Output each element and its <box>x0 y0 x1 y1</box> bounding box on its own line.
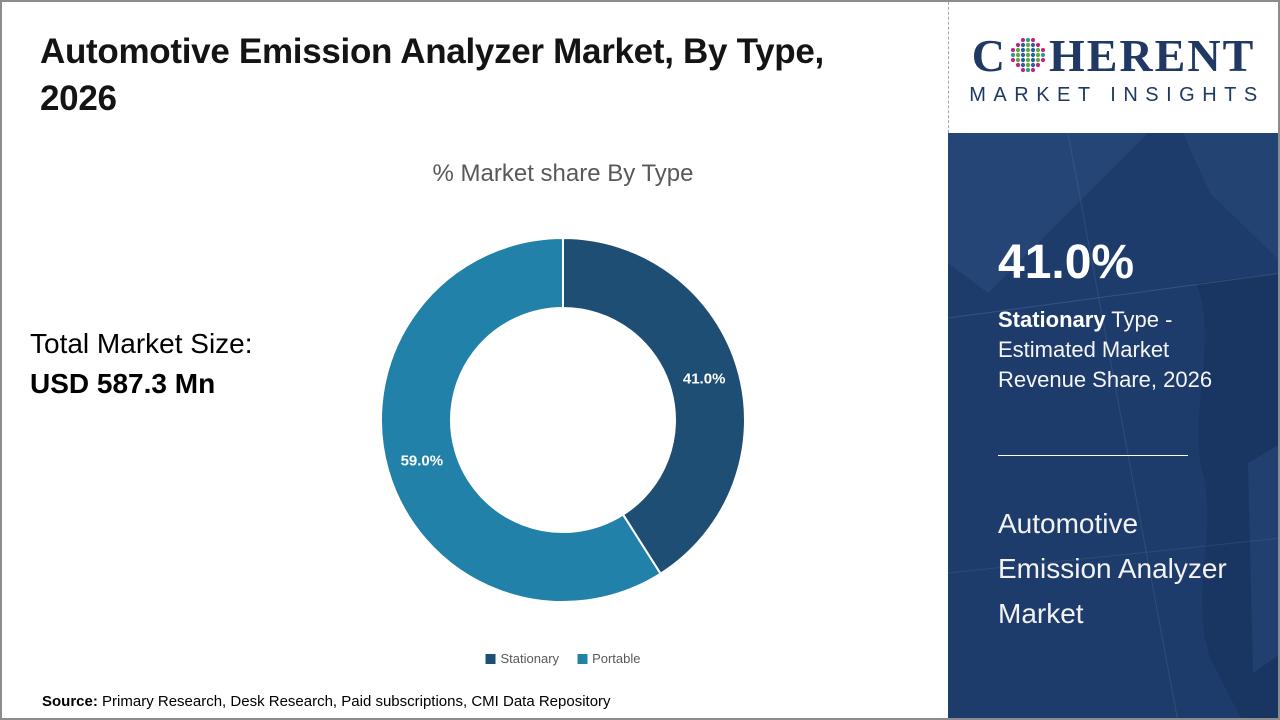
source-note: Source: Primary Research, Desk Research,… <box>42 693 611 710</box>
legend-label-stationary: Stationary <box>500 651 560 666</box>
logo-text-suffix: HERENT <box>1048 29 1256 81</box>
slice-label-stationary: 41.0% <box>683 370 726 387</box>
right-panel: C HERENT MARKET INSIGHTS 41.0% Stationar… <box>948 2 1278 718</box>
logo-text-prefix: C <box>971 29 1007 81</box>
total-market-size-block: Total Market Size: USD 587.3 Mn <box>30 324 253 404</box>
slice-label-portable: 59.0% <box>401 453 444 470</box>
source-label: Source: <box>42 693 98 710</box>
main-content: Automotive Emission Analyzer Market, By … <box>2 2 948 718</box>
chart-legend: Stationary Portable <box>485 651 640 666</box>
legend-item-stationary: Stationary <box>485 651 560 666</box>
globe-icon <box>1010 37 1046 72</box>
stat-label-description: Type - Estimated Market Revenue Share, 2… <box>998 307 1213 392</box>
legend-swatch-stationary <box>485 653 496 664</box>
donut-slice-stationary <box>562 236 746 576</box>
donut-slice-portable <box>380 236 662 603</box>
stat-label-category: Stationary <box>998 307 1106 332</box>
chart-title: % Market share By Type <box>432 160 694 187</box>
stat-label: Stationary Type - Estimated Market Reven… <box>998 305 1213 395</box>
page-title: Automotive Emission Analyzer Market, By … <box>40 28 920 122</box>
total-market-value: USD 587.3 Mn <box>30 368 216 399</box>
legend-swatch-portable <box>577 653 588 664</box>
page-title-line2: 2026 <box>40 79 117 118</box>
donut-chart: 41.0% 59.0% <box>341 198 785 642</box>
sidebar-divider <box>998 455 1188 456</box>
donut-chart-svg: 41.0% 59.0% <box>380 236 746 603</box>
source-text: Primary Research, Desk Research, Paid su… <box>97 693 611 710</box>
sidebar-market-title: Automotive Emission Analyzer Market <box>998 508 1227 629</box>
stat-value: 41.0% <box>998 236 1135 289</box>
total-market-label: Total Market Size: <box>30 328 253 359</box>
legend-label-portable: Portable <box>592 651 641 666</box>
sidebar: 41.0% Stationary Type - Estimated Market… <box>948 133 1278 718</box>
world-map-decoration <box>948 133 1278 718</box>
brand-wordmark: C HERENT <box>971 29 1256 81</box>
logo-tagline: MARKET INSIGHTS <box>969 83 1265 106</box>
page-title-line1: Automotive Emission Analyzer Market, By … <box>40 32 824 71</box>
brand-logo: C HERENT MARKET INSIGHTS <box>948 2 1278 133</box>
legend-item-portable: Portable <box>577 651 640 666</box>
